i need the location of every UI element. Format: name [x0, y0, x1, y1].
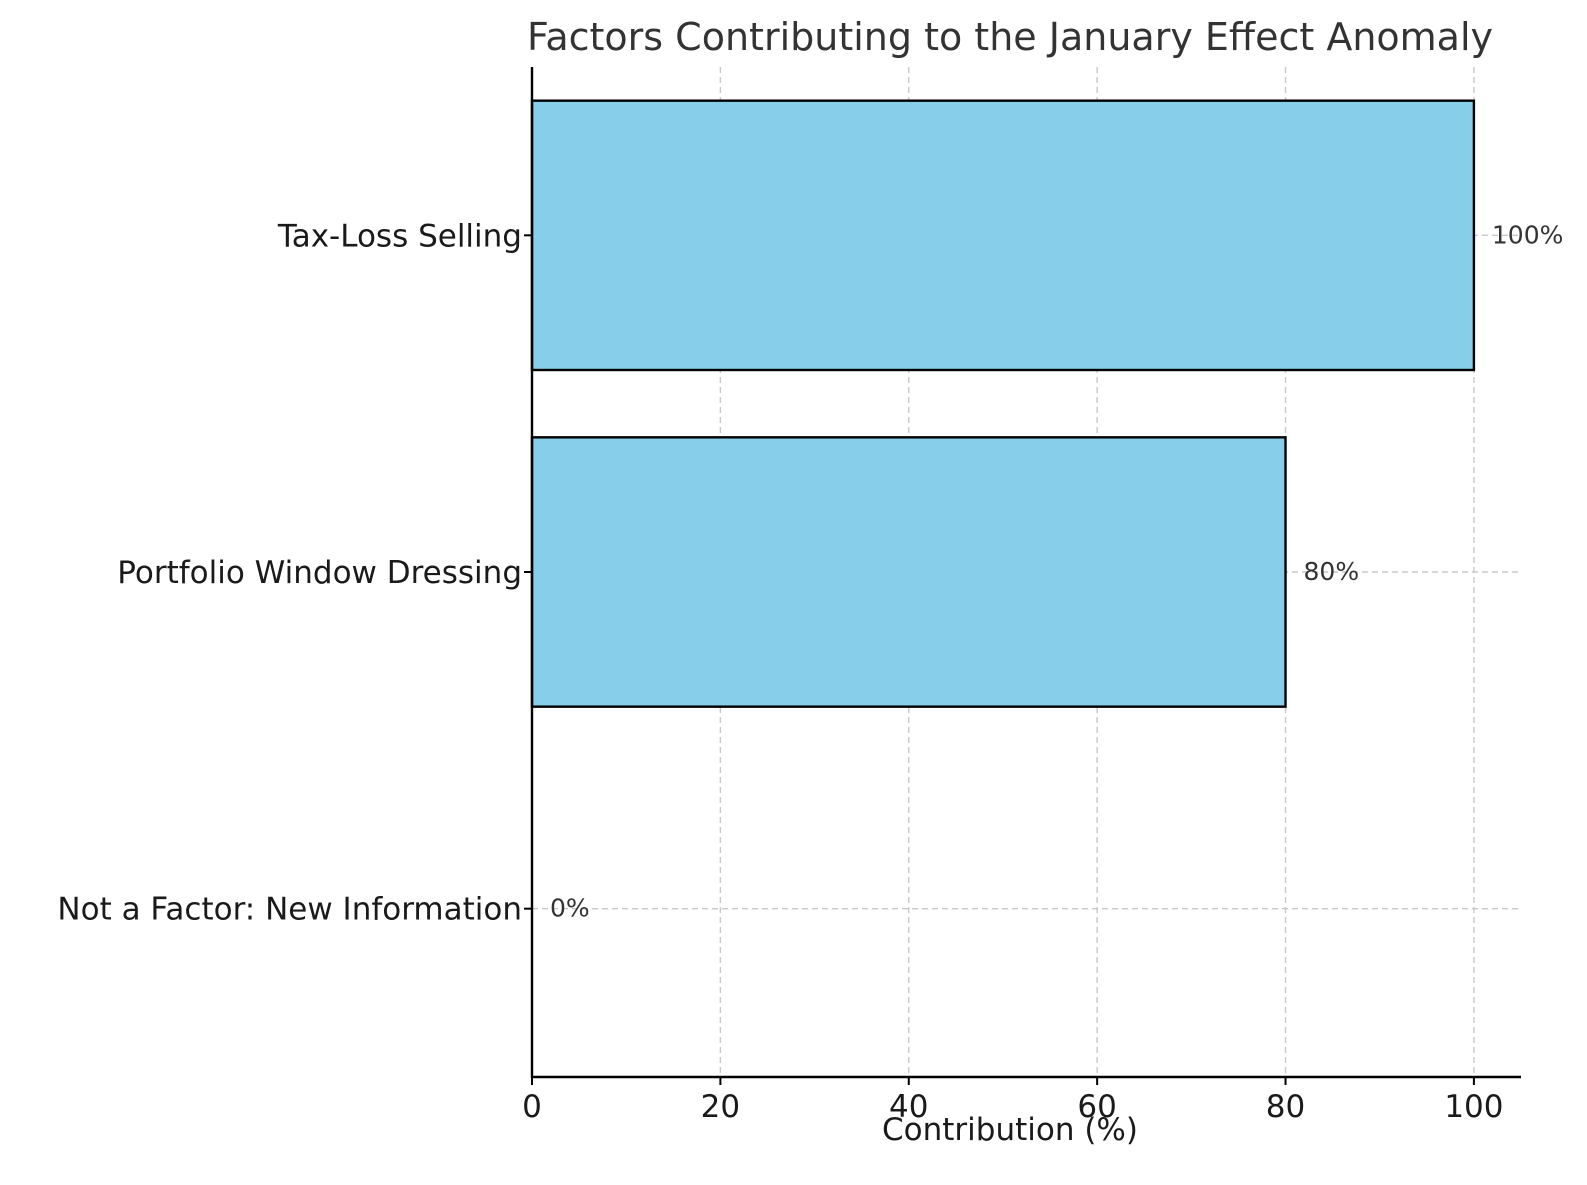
bars	[530, 99, 1476, 708]
x-axis-title: Contribution (%)	[882, 1112, 1138, 1148]
data-label: 100%	[1492, 220, 1563, 249]
bar	[530, 99, 1476, 372]
labels: 0 20 40 60 80 100 Tax-Loss Selling Portfolio Wi…	[57, 218, 1563, 1125]
x-tick-label: 0	[522, 1089, 542, 1125]
category-label: Portfolio Window Dressing	[117, 555, 522, 591]
chart-title: Factors Contributing to the January Effe…	[527, 15, 1493, 59]
x-tick-label: 20	[701, 1089, 740, 1125]
axes	[524, 67, 1521, 1085]
x-tick-label: 100	[1444, 1089, 1503, 1125]
x-tick-label: 80	[1266, 1089, 1305, 1125]
data-label: 80%	[1304, 557, 1360, 586]
category-label: Not a Factor: New Information	[57, 892, 522, 928]
bar	[530, 436, 1287, 708]
category-label: Tax-Loss Selling	[277, 218, 522, 254]
x-tick-label: 60	[1077, 1089, 1116, 1125]
x-tick-label: 40	[889, 1089, 928, 1125]
data-label: 0%	[550, 894, 590, 923]
